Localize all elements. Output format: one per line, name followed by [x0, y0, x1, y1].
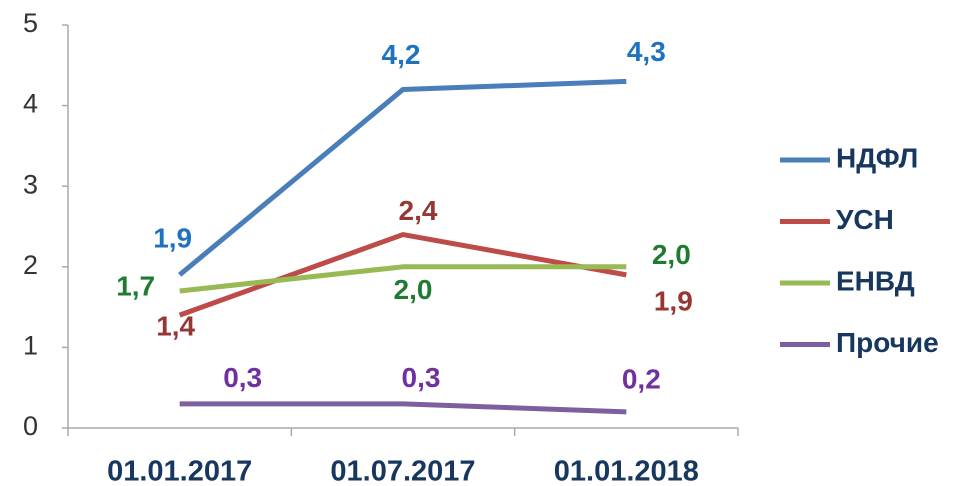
data-label: 2,0 — [652, 239, 691, 270]
data-label: 0,2 — [622, 363, 661, 394]
data-label: 1,4 — [156, 311, 195, 342]
x-tick-label: 01.07.2017 — [330, 456, 475, 486]
legend-label: Прочие — [836, 327, 939, 358]
x-tick-label: 01.01.2018 — [554, 456, 699, 486]
y-tick-label: 5 — [23, 8, 38, 38]
data-label: 2,0 — [394, 274, 433, 305]
y-tick-label: 2 — [23, 250, 38, 280]
y-tick-label: 1 — [23, 331, 38, 361]
x-tick-label: 01.01.2017 — [107, 456, 252, 486]
data-label: 4,2 — [382, 39, 421, 70]
series-line — [178, 78, 627, 277]
series-line — [179, 401, 627, 415]
data-label: 4,3 — [627, 36, 666, 67]
legend-label: ЕНВД — [836, 265, 915, 296]
legend-label: УСН — [836, 204, 894, 235]
y-tick-label: 3 — [23, 169, 38, 199]
legend-label: НДФЛ — [836, 142, 918, 173]
data-label: 1,9 — [654, 285, 693, 316]
data-label: 0,3 — [223, 362, 262, 393]
y-tick-label: 4 — [23, 89, 38, 119]
data-label: 1,7 — [116, 270, 155, 301]
series-line — [179, 264, 627, 294]
data-label: 0,3 — [402, 362, 441, 393]
data-label: 2,4 — [399, 195, 438, 226]
data-label: 1,9 — [153, 222, 192, 253]
series-line — [178, 232, 627, 318]
y-tick-label: 0 — [23, 411, 38, 441]
